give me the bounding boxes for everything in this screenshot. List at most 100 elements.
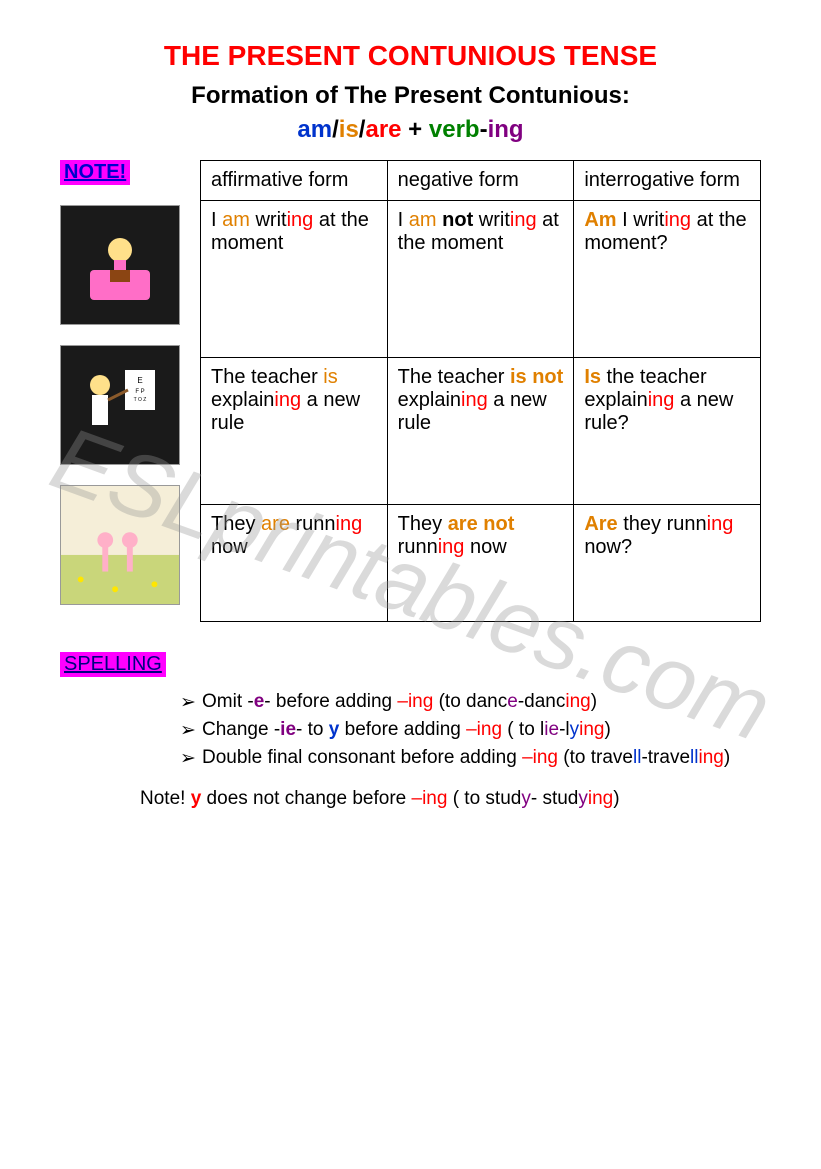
txt: am bbox=[409, 209, 437, 231]
txt: y bbox=[191, 788, 202, 809]
txt: (to danc bbox=[433, 691, 507, 712]
page-title: THE PRESENT CONTUNIOUS TENSE bbox=[60, 40, 761, 72]
txt: I bbox=[398, 209, 409, 231]
txt: They bbox=[211, 513, 261, 535]
txt: e bbox=[507, 691, 518, 712]
txt: not bbox=[478, 513, 515, 535]
txt: The teacher bbox=[398, 366, 510, 388]
txt: ing bbox=[274, 389, 301, 411]
txt: -l bbox=[559, 719, 570, 740]
txt: before adding bbox=[339, 719, 466, 740]
txt: now? bbox=[584, 536, 632, 558]
formula-verb: verb bbox=[429, 116, 480, 143]
txt: am bbox=[222, 209, 250, 231]
txt: ing bbox=[579, 719, 604, 740]
txt: ( to l bbox=[502, 719, 544, 740]
txt: is bbox=[510, 366, 527, 388]
txt: Double final consonant before adding bbox=[202, 747, 522, 768]
txt: ie bbox=[544, 719, 559, 740]
image-writing bbox=[60, 205, 180, 325]
formula-is: is bbox=[339, 116, 359, 143]
txt: They bbox=[398, 513, 448, 535]
txt: Change - bbox=[202, 719, 280, 740]
txt: ) bbox=[724, 747, 730, 768]
txt: ) bbox=[591, 691, 597, 712]
txt: writ bbox=[473, 209, 510, 231]
txt: ( to stud bbox=[447, 788, 521, 809]
txt: I bbox=[211, 209, 222, 231]
txt: Am bbox=[584, 209, 616, 231]
txt: writ bbox=[250, 209, 287, 231]
txt: ing bbox=[707, 513, 734, 535]
txt: ing bbox=[698, 747, 723, 768]
rule-ie-to-y: Change -ie- to y before adding –ing ( to… bbox=[180, 719, 761, 741]
txt: not bbox=[437, 209, 474, 231]
formula-dash: - bbox=[480, 116, 488, 143]
txt: ing bbox=[565, 691, 590, 712]
header-affirmative: affirmative form bbox=[201, 161, 388, 201]
subtitle: Formation of The Present Contunious: bbox=[60, 82, 761, 110]
formula-plus: + bbox=[402, 116, 429, 143]
header-interrogative: interrogative form bbox=[574, 161, 761, 201]
txt: Note! bbox=[140, 788, 191, 809]
txt: are bbox=[261, 513, 290, 535]
cell-r2-neg: The teacher is not explaining a new rule bbox=[387, 358, 574, 505]
txt: y bbox=[329, 719, 340, 740]
svg-text:T O Z: T O Z bbox=[134, 397, 147, 403]
main-row: NOTE! E F P T O Z bbox=[60, 160, 761, 622]
txt: is bbox=[323, 366, 337, 388]
spelling-badge: SPELLING bbox=[60, 652, 166, 677]
txt: runn bbox=[290, 513, 336, 535]
txt: –ing bbox=[466, 719, 502, 740]
txt: explain bbox=[211, 389, 274, 411]
rule-double-consonant: Double final consonant before adding –in… bbox=[180, 747, 761, 769]
txt: - before adding bbox=[264, 691, 397, 712]
txt: –ing bbox=[522, 747, 558, 768]
txt: –ing bbox=[397, 691, 433, 712]
txt: ing bbox=[461, 389, 488, 411]
txt: are bbox=[448, 513, 478, 535]
txt: –ing bbox=[412, 788, 448, 809]
image-teacher: E F P T O Z bbox=[60, 345, 180, 465]
cell-r1-int: Am I writing at the moment? bbox=[574, 201, 761, 358]
txt: runn bbox=[398, 536, 438, 558]
table-header-row: affirmative form negative form interroga… bbox=[201, 161, 761, 201]
table-row: They are running now They are not runnin… bbox=[201, 505, 761, 622]
txt: ing bbox=[648, 389, 675, 411]
txt: ing bbox=[664, 209, 691, 231]
cell-r2-aff: The teacher is explaining a new rule bbox=[201, 358, 388, 505]
svg-text:E: E bbox=[137, 376, 142, 385]
cell-r3-aff: They are running now bbox=[201, 505, 388, 622]
formula-am: am bbox=[297, 116, 332, 143]
txt: e bbox=[254, 691, 265, 712]
txt: Omit - bbox=[202, 691, 254, 712]
note-badge: NOTE! bbox=[60, 160, 130, 185]
txt: I writ bbox=[617, 209, 665, 231]
txt: ing bbox=[438, 536, 465, 558]
cell-r1-aff: I am writing at the moment bbox=[201, 201, 388, 358]
txt: ) bbox=[613, 788, 619, 809]
txt: y bbox=[521, 788, 531, 809]
txt: not bbox=[527, 366, 564, 388]
formula-sep1: / bbox=[332, 116, 339, 143]
cell-r1-neg: I am not writing at the moment bbox=[387, 201, 574, 358]
txt: now bbox=[211, 536, 248, 558]
txt: (to trave bbox=[558, 747, 633, 768]
formula: am/is/are + verb-ing bbox=[60, 116, 761, 144]
conjugation-table: affirmative form negative form interroga… bbox=[200, 160, 761, 622]
formula-are: are bbox=[365, 116, 401, 143]
txt: Are bbox=[584, 513, 617, 535]
rule-omit-e: Omit -e- before adding –ing (to dance-da… bbox=[180, 691, 761, 713]
left-column: NOTE! E F P T O Z bbox=[60, 160, 190, 613]
txt: ing bbox=[336, 513, 363, 535]
note-y-rule: Note! y does not change before –ing ( to… bbox=[140, 788, 761, 810]
txt: y bbox=[570, 719, 580, 740]
txt: -trave bbox=[641, 747, 690, 768]
txt: now bbox=[464, 536, 506, 558]
txt: ie bbox=[280, 719, 296, 740]
txt: Is bbox=[584, 366, 601, 388]
txt: - to bbox=[296, 719, 329, 740]
txt: ) bbox=[604, 719, 610, 740]
txt: The teacher bbox=[211, 366, 323, 388]
cell-r2-int: Is the teacher explaining a new rule? bbox=[574, 358, 761, 505]
